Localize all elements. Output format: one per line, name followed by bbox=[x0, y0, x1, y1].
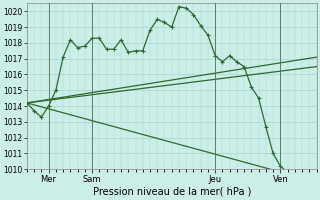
X-axis label: Pression niveau de la mer( hPa ): Pression niveau de la mer( hPa ) bbox=[92, 187, 251, 197]
